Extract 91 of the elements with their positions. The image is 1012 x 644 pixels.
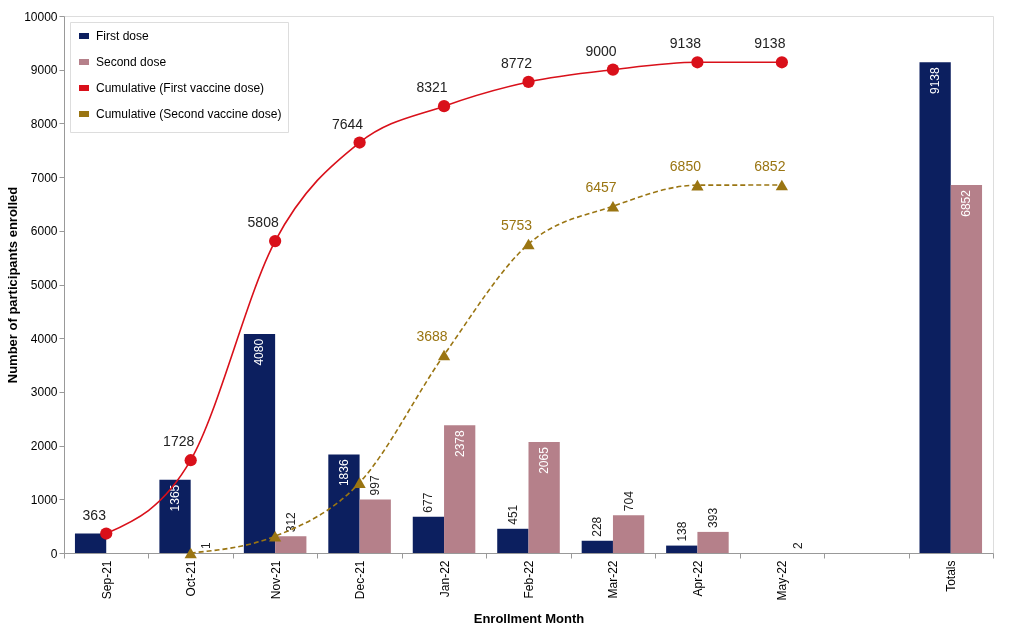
point <box>184 454 197 467</box>
data-label: 8321 <box>416 79 448 96</box>
bar <box>359 499 391 553</box>
data-label: 6457 <box>585 179 617 196</box>
data-label: 6852 <box>754 158 786 175</box>
bar <box>412 516 445 553</box>
data-label: 312 <box>283 511 298 533</box>
x-tick-label: Totals <box>944 560 959 592</box>
point <box>775 179 788 191</box>
x-tick-label: Jan-22 <box>437 560 452 598</box>
bar <box>159 479 191 553</box>
data-label: 9000 <box>585 42 617 59</box>
data-label: 6852 <box>959 189 974 217</box>
bar <box>950 185 983 553</box>
y-tick-label: 9000 <box>30 63 58 78</box>
bar <box>328 454 360 553</box>
y-tick-label: 4000 <box>30 331 58 346</box>
legend-label: Cumulative (First vaccine dose) <box>96 81 265 95</box>
y-tick-label: 10000 <box>24 9 58 24</box>
bar <box>919 62 951 553</box>
point <box>691 56 704 69</box>
bar <box>666 545 698 553</box>
data-label: 4080 <box>252 338 267 366</box>
point <box>606 63 620 76</box>
bar <box>74 533 107 553</box>
point <box>353 477 366 488</box>
data-label: 5753 <box>500 217 533 234</box>
data-label: 1728 <box>163 433 195 450</box>
data-label: 138 <box>674 521 689 542</box>
bar <box>444 425 476 553</box>
data-label: 228 <box>590 516 605 537</box>
data-label: 1836 <box>336 459 351 487</box>
y-tick-label: 6000 <box>30 224 58 239</box>
point <box>691 179 704 191</box>
x-tick-label: Dec-21 <box>353 560 368 600</box>
data-label: 2378 <box>452 429 467 457</box>
x-tick-label: Oct-21 <box>184 560 199 597</box>
point <box>353 136 366 149</box>
x-tick-label: Nov-21 <box>268 560 283 600</box>
data-label: 704 <box>621 490 636 512</box>
data-label: 7644 <box>332 115 364 132</box>
data-label: 363 <box>82 506 107 523</box>
point <box>269 235 282 248</box>
point <box>269 530 282 542</box>
data-label: 9138 <box>669 35 702 52</box>
data-label: 9138 <box>928 66 943 94</box>
bar <box>528 442 560 553</box>
legend-label: Second dose <box>96 55 167 69</box>
point <box>184 547 197 559</box>
legend-label: Cumulative (Second vaccine dose) <box>96 107 282 121</box>
y-tick-label: 8000 <box>30 116 58 131</box>
point <box>100 527 113 540</box>
x-tick-label: Feb-22 <box>522 560 536 599</box>
data-label: 997 <box>368 475 383 496</box>
y-tick-label: 0 <box>50 546 58 561</box>
bar <box>581 540 613 553</box>
y-tick-label: 2000 <box>30 439 58 454</box>
x-tick-label: Apr-22 <box>690 560 705 597</box>
legend-label: First dose <box>96 29 150 43</box>
bar <box>697 531 729 553</box>
data-label: 2065 <box>537 446 552 474</box>
point <box>775 56 788 69</box>
bar <box>497 528 529 553</box>
data-label: 2 <box>790 541 805 549</box>
point <box>522 75 535 89</box>
data-label: 3688 <box>416 327 448 344</box>
x-tick-label: Sep-21 <box>99 560 114 600</box>
bar <box>243 333 276 553</box>
point <box>522 238 535 250</box>
data-label: 677 <box>421 492 436 513</box>
x-tick-label: May-22 <box>775 560 790 601</box>
data-label: 1 <box>199 541 214 549</box>
bar <box>612 515 645 553</box>
data-label: 1365 <box>168 484 183 512</box>
x-axis-title: Enrollment Month <box>473 610 585 626</box>
point <box>606 200 620 212</box>
y-tick-label: 5000 <box>30 278 58 292</box>
point <box>437 349 451 361</box>
y-axis-title: Number of participants enrolled <box>5 186 21 384</box>
y-tick-label: 3000 <box>30 385 58 400</box>
x-tick-label: Mar-22 <box>606 560 621 599</box>
point <box>437 100 451 113</box>
bar <box>275 536 307 553</box>
data-label: 451 <box>505 504 520 525</box>
y-tick-label: 1000 <box>30 492 58 507</box>
data-label: 8772 <box>500 54 533 71</box>
data-label: 5808 <box>247 214 279 231</box>
data-label: 393 <box>706 507 721 528</box>
data-label: 6850 <box>669 158 702 175</box>
y-tick-label: 7000 <box>30 170 58 185</box>
data-label: 9138 <box>754 35 786 52</box>
